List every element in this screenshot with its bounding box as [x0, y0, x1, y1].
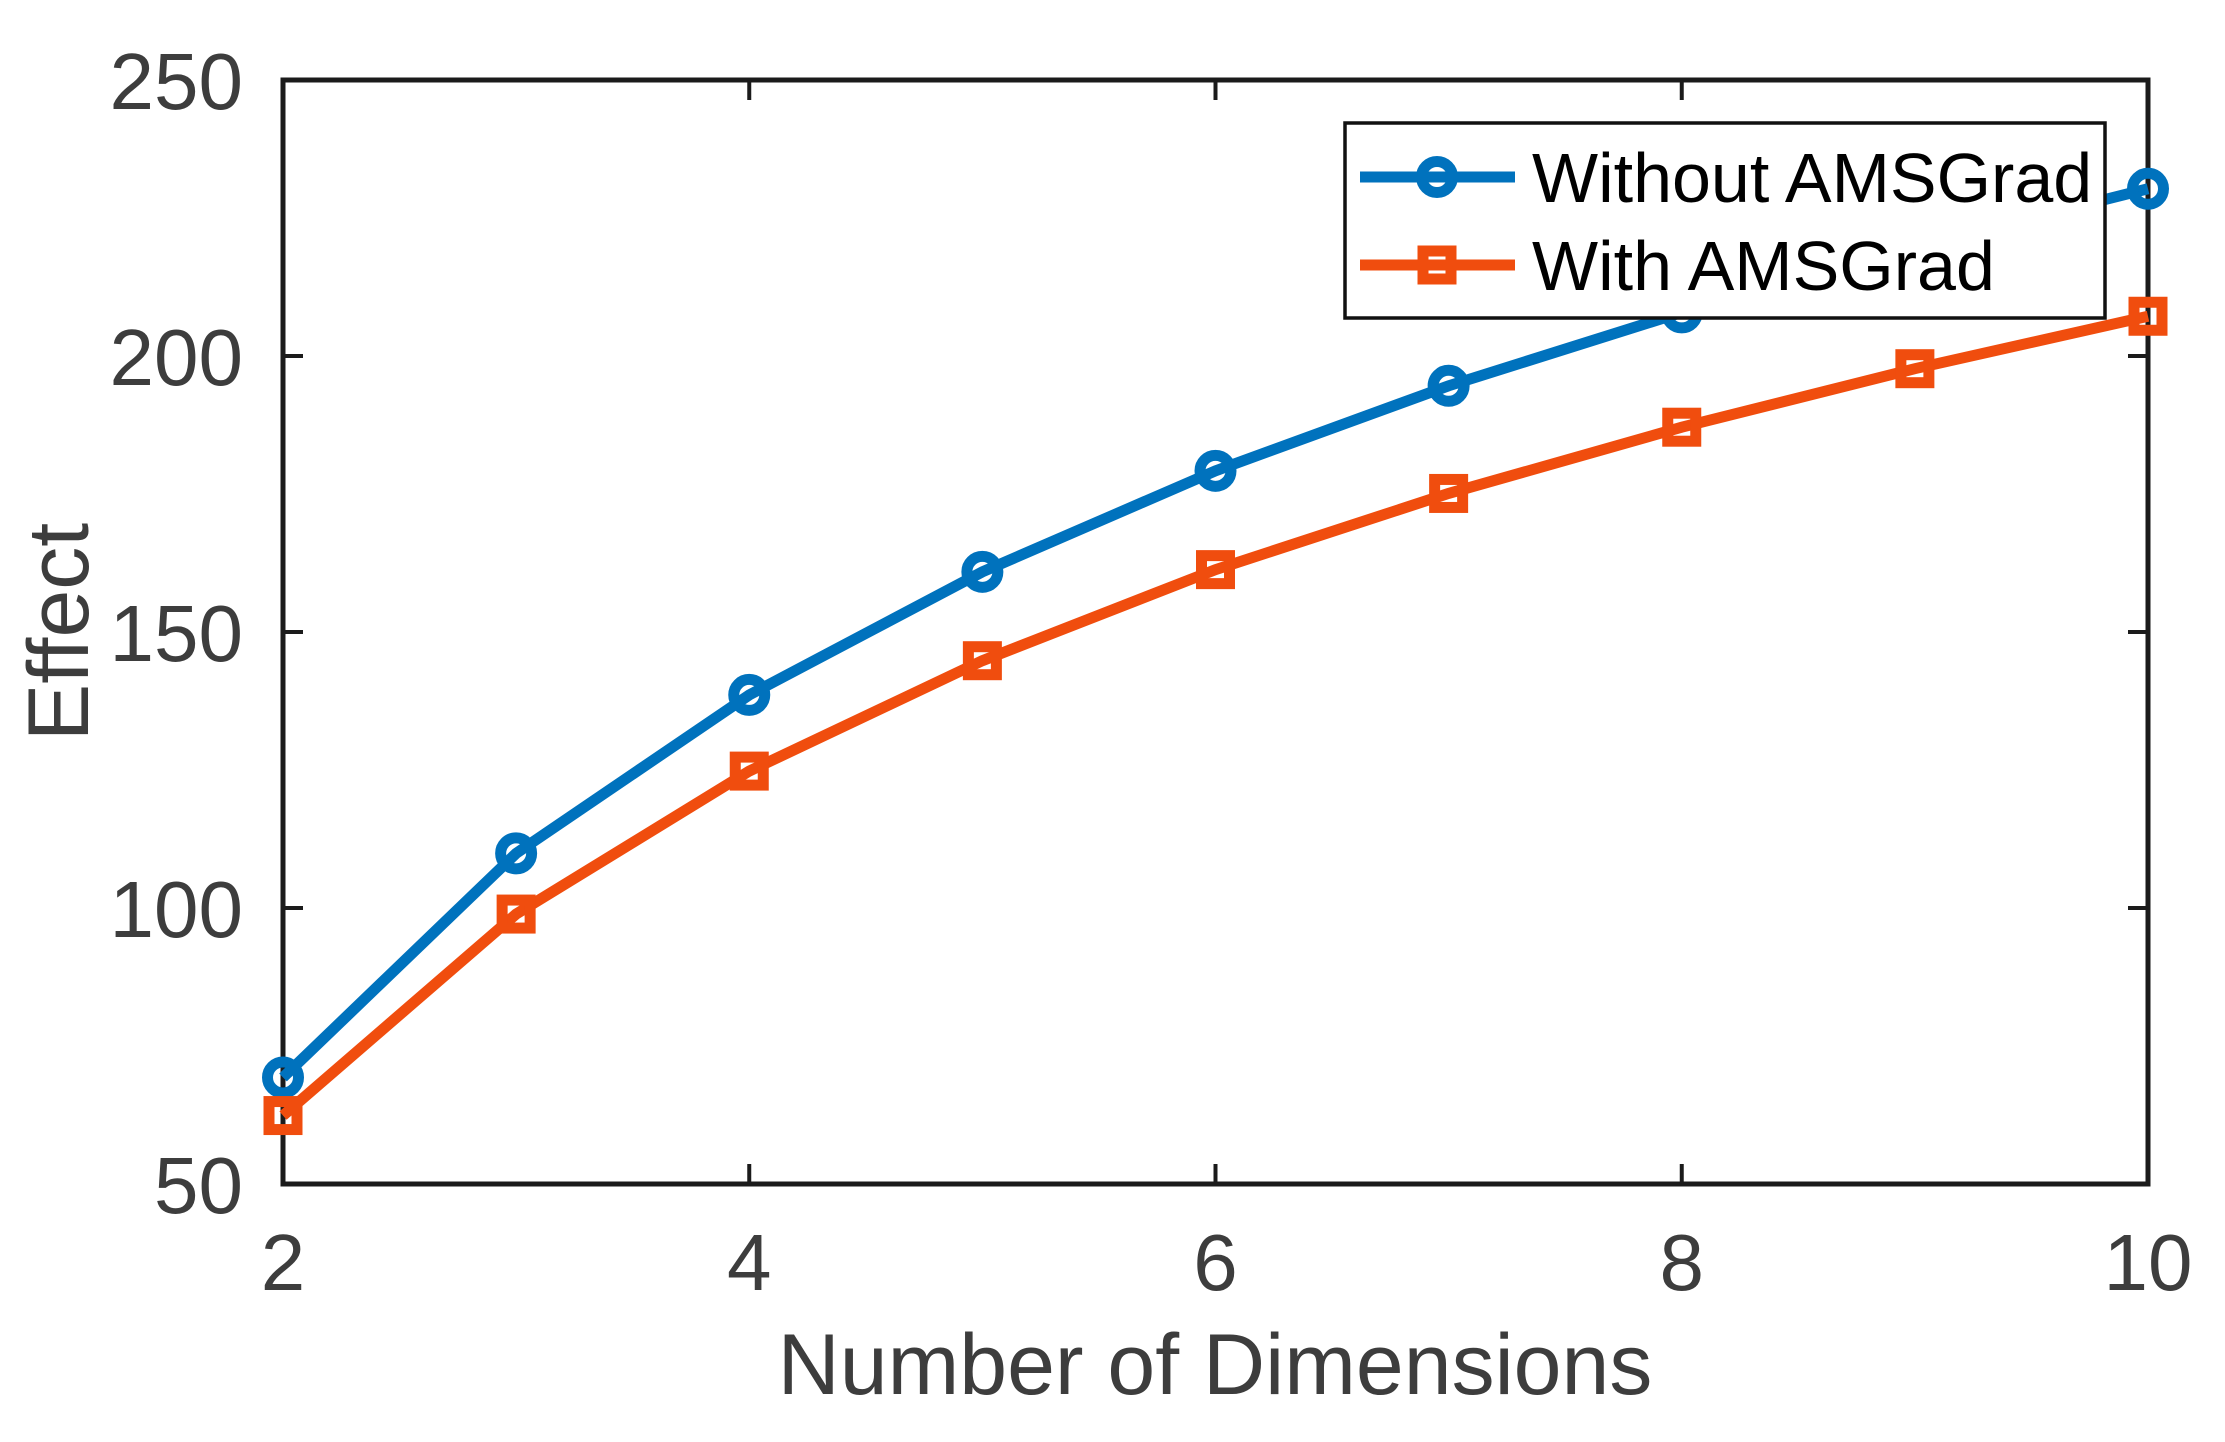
y-tick-label: 250	[110, 37, 243, 126]
legend-label-without-amsgrad: Without AMSGrad	[1532, 139, 2092, 217]
y-tick-label: 200	[110, 313, 243, 402]
data-point-marker-square	[1895, 349, 1935, 389]
data-point-marker-square	[1662, 407, 1702, 447]
series-line-circle	[279, 183, 2150, 1082]
ticks-layer	[281, 78, 2150, 1186]
data-point-marker-circle	[2127, 167, 2169, 210]
data-point-marker-circle	[728, 673, 771, 716]
legend-circle-marker-icon	[1416, 156, 1458, 198]
data-point-marker-square	[962, 641, 1002, 681]
legend-entry-with-amsgrad: With AMSGrad	[1360, 227, 1995, 305]
legend-label-with-amsgrad: With AMSGrad	[1532, 227, 1995, 305]
data-point-marker-circle	[961, 550, 1004, 593]
tick-labels-layer: 2 4 6 8 10 50 100 150 200 250	[110, 37, 2193, 1307]
x-tick-label: 4	[727, 1218, 772, 1307]
x-tick-label: 8	[1660, 1218, 1705, 1307]
legend-entry-without-amsgrad: Without AMSGrad	[1360, 139, 2092, 217]
y-tick-label: 100	[110, 865, 243, 954]
data-point-marker-square	[1429, 473, 1469, 513]
data-point-marker-square	[2128, 296, 2168, 336]
data-point-marker-circle	[1427, 364, 1470, 407]
data-point-marker-circle	[495, 832, 538, 875]
y-tick-label: 150	[110, 589, 243, 678]
data-point-marker-circle	[262, 1056, 304, 1099]
series-line-square	[279, 310, 2150, 1120]
x-axis-label: Number of Dimensions	[778, 1317, 1653, 1413]
y-axis-label: Effect	[11, 523, 107, 741]
y-tick-label: 50	[154, 1141, 243, 1230]
x-tick-label: 2	[261, 1218, 306, 1307]
legend-square-marker-icon	[1417, 245, 1457, 285]
data-point-marker-square	[729, 751, 769, 791]
x-tick-label: 6	[1193, 1218, 1238, 1307]
legend: Without AMSGrad With AMSGrad	[1343, 121, 2107, 320]
data-point-marker-square	[1196, 550, 1235, 590]
legend-box	[1343, 121, 2107, 320]
data-point-marker-circle	[1194, 449, 1237, 492]
x-tick-label: 10	[2104, 1218, 2193, 1307]
data-point-marker-square	[263, 1096, 303, 1136]
data-point-marker-square	[496, 894, 536, 934]
